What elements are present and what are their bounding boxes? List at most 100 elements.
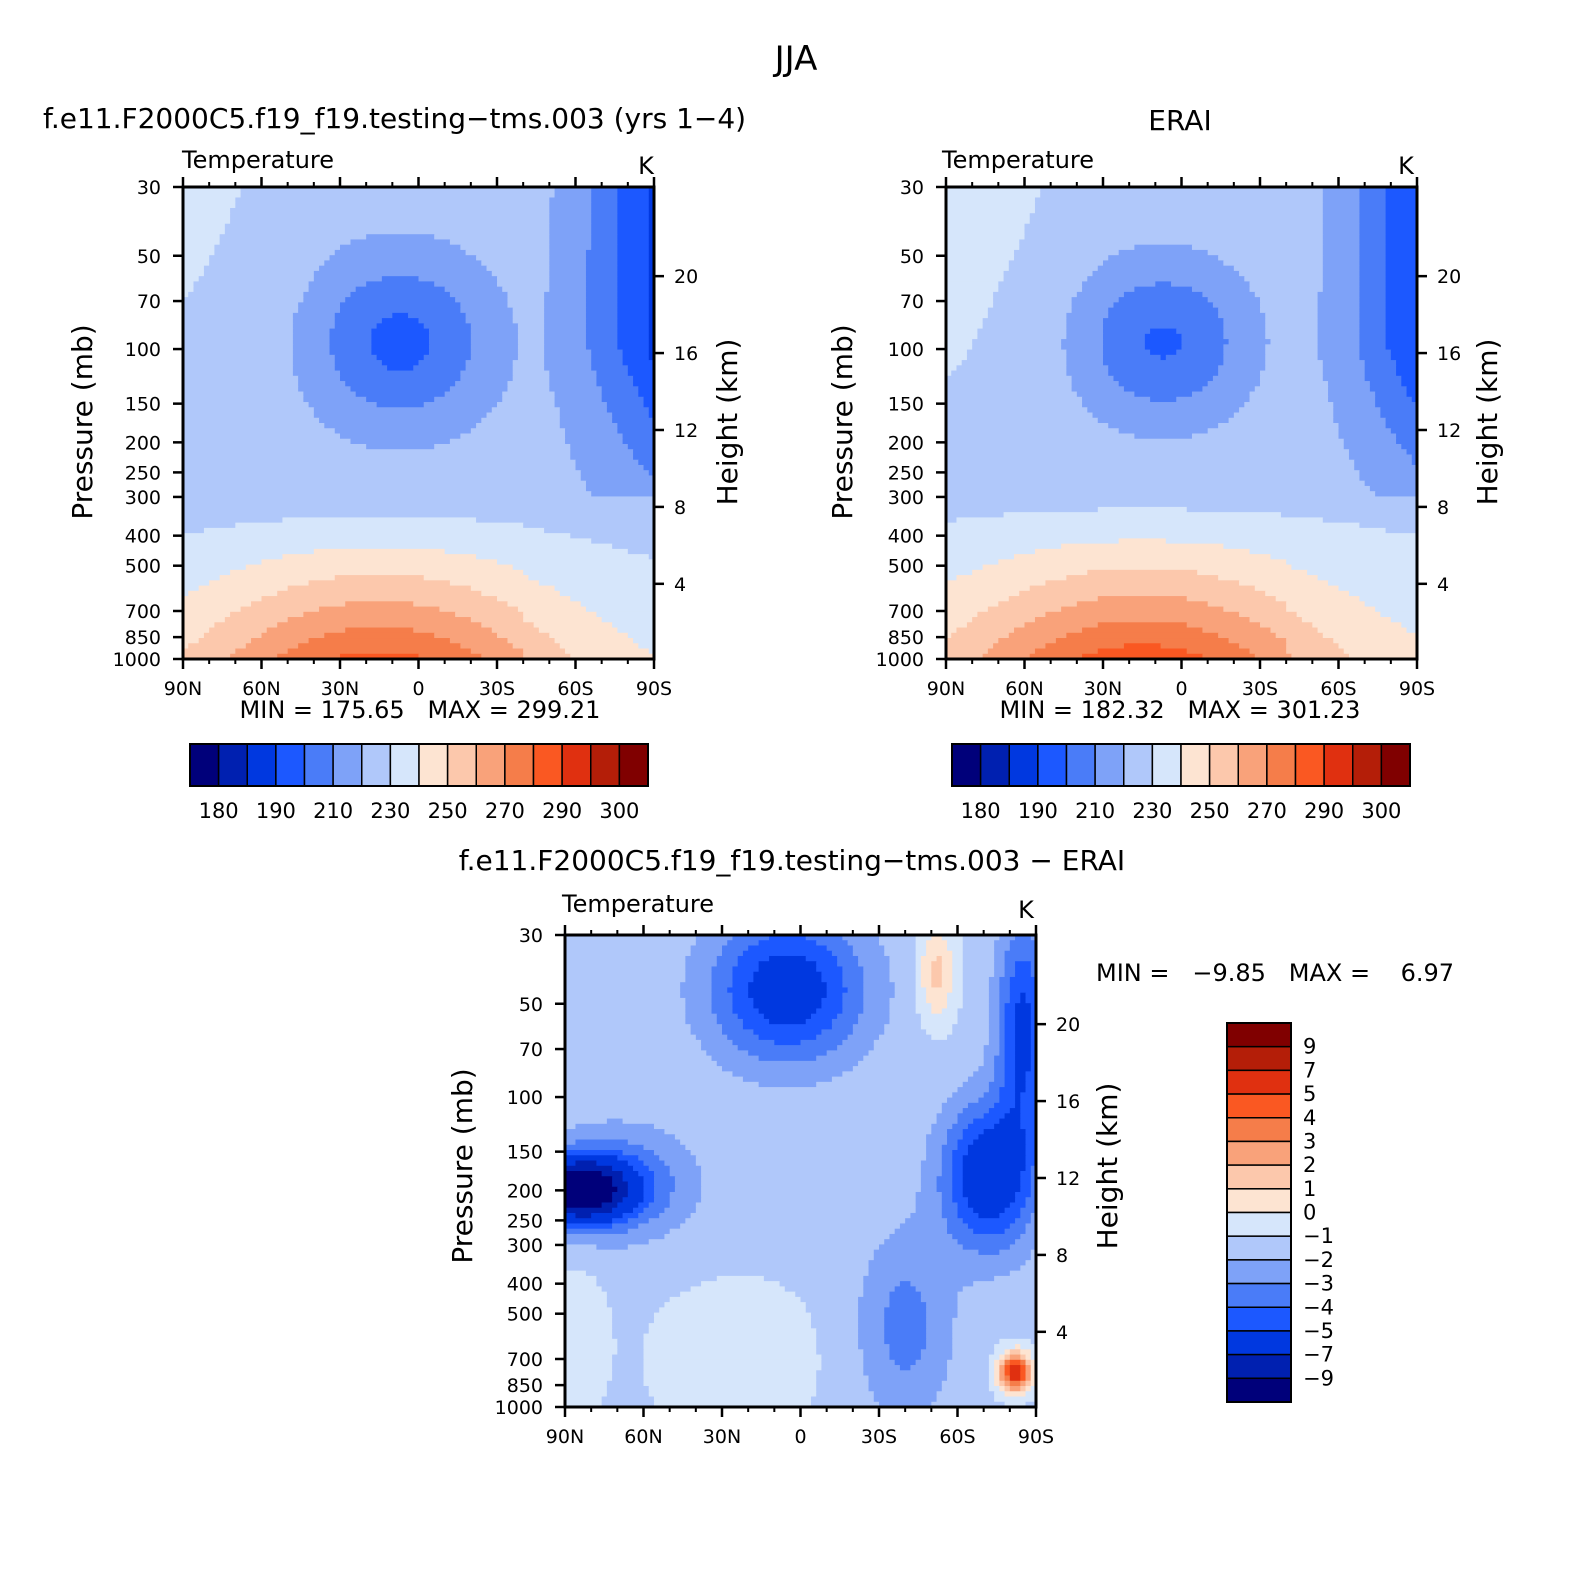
model-contour-cell: [230, 611, 304, 618]
diff-contour-cell: [711, 1003, 734, 1010]
model-contour-cell: [585, 297, 618, 303]
model-contour-cell: [497, 402, 556, 408]
diff-contour-cell: [858, 1312, 885, 1319]
obs-contour-cell: [1176, 328, 1224, 335]
diff-contour-cell: [957, 1202, 969, 1209]
obs-contour-cell: [1066, 328, 1104, 335]
model-contour-cell: [570, 653, 654, 659]
diff-contour-cell: [716, 1275, 765, 1282]
diff-contour-cell: [601, 1171, 624, 1177]
model-contour-cell: [183, 328, 294, 335]
diff-contour-cell: [931, 982, 943, 989]
model-contour-cell: [235, 522, 524, 529]
obs-contour-cell: [1218, 370, 1261, 377]
obs-contour-cell: [1348, 449, 1408, 456]
diff-contour-cell: [915, 1286, 964, 1293]
diff-contour-cell: [915, 950, 927, 957]
diff-contour-cell: [816, 1370, 864, 1377]
diff-contour-cell: [852, 1029, 885, 1036]
model-contour-cell: [230, 207, 550, 214]
model-contour-cell: [549, 207, 592, 214]
diff-contour-cell: [957, 1008, 990, 1015]
model-contour-cell: [512, 564, 654, 571]
diff-contour-cell: [769, 1018, 807, 1025]
diff-contour-cell: [1004, 1029, 1016, 1036]
obs-contour-cell: [1218, 255, 1324, 262]
diff-contour-cell: [565, 982, 681, 989]
diff-contour-cell: [858, 1302, 891, 1308]
diff-contour-cell: [643, 1160, 666, 1167]
model-contour-cell: [308, 286, 357, 293]
model-contour-cell: [381, 276, 420, 282]
diff-contour-cell: [805, 1018, 833, 1025]
model-contour-cell: [470, 585, 556, 592]
model-contour-cell: [183, 323, 294, 330]
diff-contour-cell: [774, 1039, 802, 1046]
model-contour-cell: [585, 307, 618, 314]
model-contour-cell: [502, 286, 550, 293]
model-y-tick-label: 100: [125, 339, 161, 361]
diff-contour-cell: [920, 1165, 943, 1172]
diff-contour-cell: [858, 961, 891, 968]
obs-colorbar-label: 180: [961, 799, 1001, 823]
diff-contour-cell: [711, 982, 734, 989]
diff-contour-cell: [685, 1018, 718, 1025]
diff-contour-cell: [565, 1265, 870, 1272]
model-contour-cell: [585, 281, 618, 288]
model-contour-cell: [183, 381, 299, 387]
diff-contour-cell: [565, 1197, 613, 1204]
diff-contour-cell: [565, 992, 681, 999]
diff-contour-cell: [685, 1144, 927, 1151]
diff-contour-cell: [643, 1380, 817, 1387]
diff-contour-cell: [1015, 1071, 1027, 1078]
diff-colorbar-box: [1226, 1188, 1292, 1214]
diff-contour-cell: [999, 1087, 1016, 1093]
model-contour-cell: [183, 333, 294, 340]
obs-contour-cell: [1275, 632, 1324, 639]
diff-contour-cell: [1015, 1045, 1032, 1051]
diff-contour-cell: [1004, 1055, 1016, 1062]
model-contour-cell: [549, 370, 598, 377]
obs-contour-cell: [1265, 323, 1319, 330]
model-contour-cell: [648, 218, 654, 225]
obs-contour-cell: [1071, 386, 1125, 393]
obs-colorbar-label: 210: [1075, 799, 1115, 823]
diff-contour-cell: [994, 1370, 1000, 1377]
diff-contour-cell: [1025, 1354, 1032, 1361]
diff-contour-cell: [565, 940, 697, 947]
diff-contour-cell: [973, 1139, 1027, 1146]
obs-y-tick-label: 150: [888, 394, 924, 416]
diff-contour-cell: [643, 1207, 666, 1214]
diff-contour-cell: [622, 1150, 655, 1156]
diff-contour-cell: [962, 987, 990, 994]
model-contour-cell: [303, 291, 352, 298]
model-contour-cell: [544, 349, 592, 356]
diff-contour-cell: [957, 1212, 980, 1219]
model-contour-cell: [559, 417, 613, 424]
diff-contour-cell: [664, 1160, 697, 1167]
model-contour-cell: [303, 396, 367, 403]
diff-contour-cell: [565, 1281, 597, 1287]
model-contour-cell: [648, 223, 654, 230]
obs-contour-cell: [998, 286, 1083, 293]
diff-contour-cell: [858, 1060, 985, 1067]
model-contour-cell: [183, 501, 654, 508]
diff-contour-cell: [1030, 1375, 1036, 1382]
model-contour-cell: [470, 428, 566, 435]
diff-contour-cell: [816, 1338, 859, 1345]
diff-contour-cell: [947, 1359, 990, 1366]
obs-colorbar-box: [1094, 743, 1125, 787]
diff-contour-cell: [711, 992, 734, 999]
diff-contour-cell: [978, 1066, 995, 1072]
obs-contour-cell: [1359, 192, 1387, 199]
model-contour-cell: [340, 375, 461, 382]
obs-contour-cell: [1411, 396, 1417, 403]
diff-contour-cell: [962, 1155, 1027, 1162]
model-contour-cell: [245, 643, 299, 650]
obs-contour-cell: [1244, 276, 1324, 282]
model-contour-cell: [340, 653, 420, 659]
obs-contour-cell: [1233, 265, 1324, 272]
diff-contour-cell: [1025, 1391, 1036, 1398]
obs-contour-cell: [946, 433, 1135, 440]
obs-contour-cell: [946, 291, 994, 298]
